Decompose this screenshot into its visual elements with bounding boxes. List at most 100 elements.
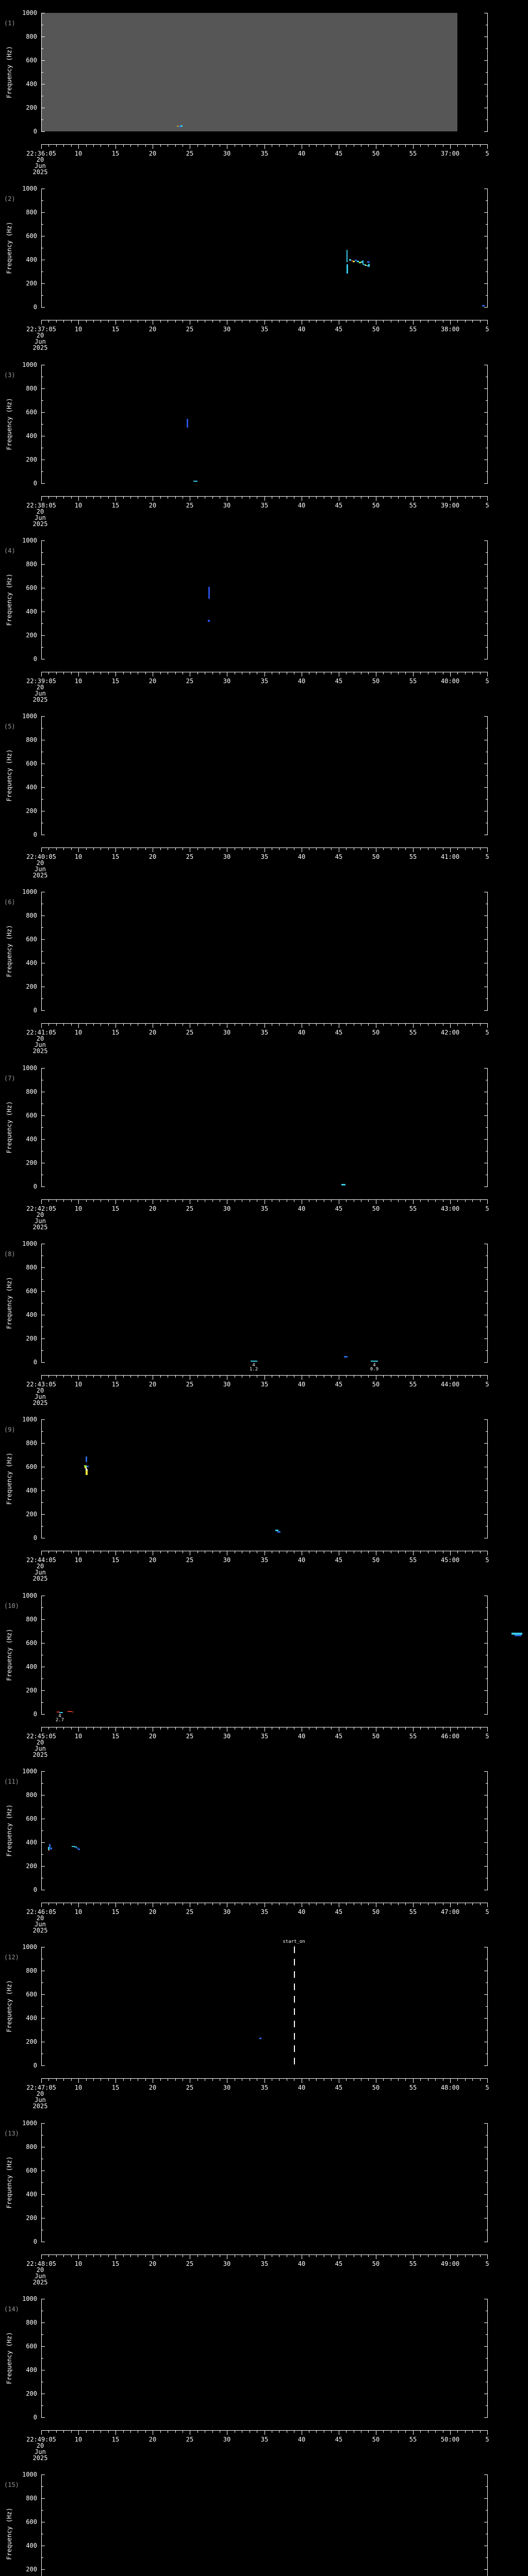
tick (486, 224, 487, 225)
tick (123, 672, 124, 674)
y-axis-left (41, 716, 42, 835)
x-tick-label: 43:00 (440, 1205, 460, 1212)
tick (398, 320, 399, 323)
x-tick-label: 20 (148, 2260, 157, 2267)
tick (383, 1903, 384, 1905)
tick (486, 2557, 487, 2558)
y-tick-label: 1000 (22, 888, 37, 895)
tick (486, 2358, 487, 2359)
x-tick-label: 35 (260, 1908, 269, 1916)
tick (212, 1024, 213, 1026)
panel-index-label: (14) (4, 2306, 19, 2313)
tick (42, 1866, 45, 1867)
feature-trace (357, 261, 359, 262)
y-tick-label: 200 (26, 1511, 37, 1518)
tick (63, 320, 64, 323)
tick (487, 497, 488, 501)
tick (145, 320, 146, 323)
tick (42, 2006, 43, 2007)
tick (331, 320, 332, 323)
tick (486, 951, 487, 952)
tick (368, 2431, 369, 2433)
tick (405, 1200, 406, 1202)
panel-index-label: (4) (4, 547, 15, 554)
tick (487, 145, 488, 149)
feature-streak (86, 1470, 88, 1475)
tick (130, 2431, 131, 2433)
feature-trace (49, 1844, 51, 1848)
tick (197, 1024, 198, 1026)
tick (41, 672, 42, 676)
x-tick-label: 15 (111, 2436, 120, 2443)
tick (48, 1024, 49, 1026)
tick (383, 1551, 384, 1553)
y-tick-label: 1000 (22, 2120, 37, 2127)
tick (63, 2431, 64, 2433)
y-tick-label: 400 (26, 1663, 37, 1670)
tick (480, 1376, 481, 1378)
x-axis (41, 2430, 488, 2431)
tick (175, 2431, 176, 2433)
tick (93, 1200, 94, 1202)
x-tick-label: 35 (260, 2084, 269, 2091)
frequency-axis-label: Frequency (Hz) (6, 1980, 13, 2032)
y-tick-label: 1000 (22, 1943, 37, 1951)
x-tick-label: 55 (409, 2260, 417, 2267)
tick (175, 1024, 176, 1026)
tick (63, 2079, 64, 2081)
x-tick-label: 30 (223, 1733, 231, 1740)
tick (48, 2255, 49, 2257)
x-tick-label: 45 (335, 2260, 343, 2267)
y-axis-right (487, 892, 488, 1011)
tick (484, 1010, 487, 1011)
x-tick-label: 5 (485, 1381, 489, 1388)
tick (480, 1200, 481, 1202)
x-tick-label: 55 (409, 853, 417, 860)
tick (123, 1903, 124, 1905)
tick (465, 497, 466, 499)
tick (42, 2182, 43, 2183)
y-tick-label: 200 (26, 1159, 37, 1166)
tick (484, 1690, 487, 1691)
tick (78, 672, 79, 676)
tick (457, 1727, 458, 1730)
feature-trace (48, 1850, 50, 1851)
tick (368, 1551, 369, 1553)
tick (465, 1376, 466, 1378)
x-tick-label: 22:40:05 (26, 853, 56, 860)
tick (42, 1783, 43, 1784)
tick (42, 951, 43, 952)
tick (398, 1903, 399, 1905)
tick (457, 2431, 458, 2433)
feature-trace (346, 250, 348, 262)
feature-trace (349, 259, 351, 261)
x-tick-label: 22:48:05 (26, 2260, 56, 2267)
y-tick-label: 200 (26, 632, 37, 639)
x-tick-label: 10 (74, 2084, 82, 2091)
tick (484, 388, 487, 389)
x-tick-label: 30 (223, 853, 231, 860)
tick (331, 2431, 332, 2433)
tick (63, 2255, 64, 2257)
x-tick-label: 39:00 (440, 502, 460, 509)
tick (316, 848, 317, 850)
tick (486, 2135, 487, 2136)
y-tick-label: 0 (33, 2062, 37, 2069)
x-tick-label: 45 (335, 1908, 343, 1916)
tick (420, 1903, 421, 1905)
tick (398, 497, 399, 499)
y-axis-left (41, 1596, 42, 1715)
tick (42, 1115, 45, 1116)
y-axis-left (41, 2123, 42, 2242)
y-tick-label: 200 (26, 2566, 37, 2573)
tick (63, 1551, 64, 1553)
y-tick-label: 400 (26, 2366, 37, 2374)
tick (175, 1551, 176, 1553)
tick (435, 145, 436, 147)
tick (42, 2569, 45, 2570)
tick (41, 497, 42, 501)
feature-marked-dash (251, 1361, 257, 1362)
tick (487, 2079, 488, 2083)
x-tick-label: 30 (223, 2260, 231, 2267)
y-tick-label: 0 (33, 1534, 37, 1541)
